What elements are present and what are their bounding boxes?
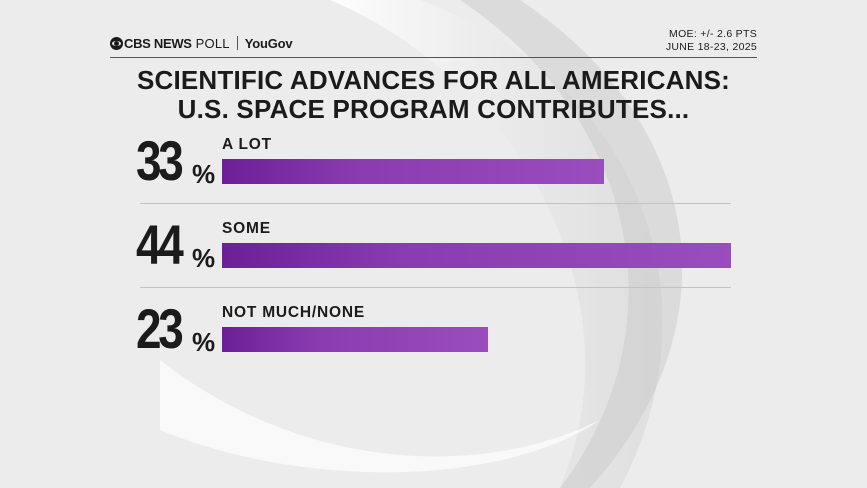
percent-sign: % (192, 243, 216, 273)
brand-yougov: YouGov (244, 35, 293, 51)
chart-title: SCIENTIFIC ADVANCES FOR ALL AMERICANS: (136, 65, 731, 95)
category-label: A LOT (222, 136, 272, 153)
brand-divider (236, 36, 238, 50)
margin-of-error: MOE: +/- 2.6 PTS (669, 28, 757, 40)
value-label: 33% (136, 133, 218, 189)
value-number: 23 (136, 297, 184, 360)
value-number: 44 (136, 213, 184, 276)
header-rule (110, 57, 757, 58)
brand-cbs-news: CBS NEWS (124, 35, 192, 51)
value-number: 33 (136, 129, 184, 192)
value-label: 44% (136, 217, 218, 273)
value-label: 23% (136, 301, 218, 357)
bar (222, 159, 604, 184)
category-label: SOME (222, 220, 271, 237)
chart-subtitle: U.S. SPACE PROGRAM CONTRIBUTES... (177, 94, 690, 124)
row-divider (140, 287, 731, 288)
poll-dates: JUNE 18-23, 2025 (665, 41, 757, 53)
bar (222, 327, 489, 352)
poll-meta: MOE: +/- 2.6 PTS JUNE 18-23, 2025 (666, 28, 757, 54)
brand-poll: POLL (195, 35, 230, 51)
cbs-eye-logo-icon (110, 36, 123, 50)
category-label: NOT MUCH/NONE (222, 304, 366, 321)
bar (222, 243, 731, 268)
percent-sign: % (192, 159, 216, 189)
row-divider (140, 203, 731, 204)
percent-sign: % (192, 327, 216, 357)
brand-header: CBS NEWS POLL YouGov (110, 34, 293, 52)
